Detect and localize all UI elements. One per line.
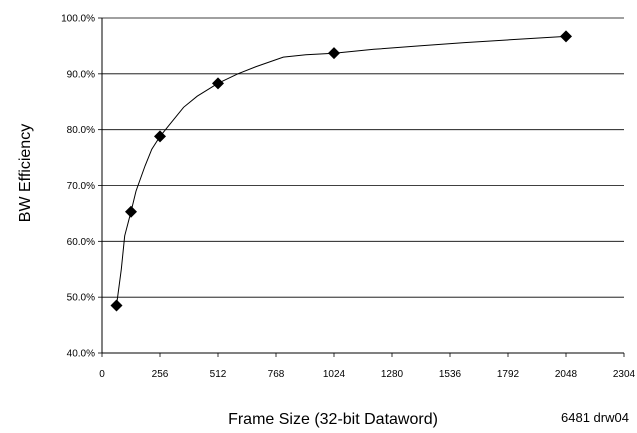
data-point bbox=[125, 205, 137, 218]
x-tick-label: 256 bbox=[152, 369, 169, 380]
x-tick-label: 0 bbox=[99, 369, 105, 380]
y-tick-label: 60.0% bbox=[67, 237, 95, 248]
x-tick-labels: 0 256 512 768 1024 1280 1536 1792 2048 2304 bbox=[99, 369, 635, 380]
x-axis-title: Frame Size (32-bit Dataword) bbox=[228, 411, 438, 428]
y-tick-label: 70.0% bbox=[67, 181, 95, 192]
y-tick-label: 100.0% bbox=[61, 14, 95, 25]
data-point bbox=[212, 77, 224, 90]
data-point bbox=[110, 299, 123, 312]
y-tick-label: 40.0% bbox=[67, 349, 95, 360]
drawing-reference-note: 6481 drw04 bbox=[561, 410, 629, 425]
x-tick-label: 2304 bbox=[613, 369, 636, 380]
axes bbox=[98, 17, 625, 357]
x-tick-label: 1792 bbox=[497, 369, 520, 380]
y-tick-labels: 40.0% 50.0% 60.0% 70.0% 80.0% 90.0% 100.0% bbox=[61, 14, 95, 360]
gridlines bbox=[102, 17, 624, 298]
y-tick-label: 50.0% bbox=[67, 293, 95, 304]
x-tick-label: 1024 bbox=[323, 369, 346, 380]
y-tick-label: 90.0% bbox=[67, 69, 95, 80]
y-axis-title: BW Efficiency bbox=[17, 124, 34, 222]
data-markers bbox=[110, 30, 572, 312]
x-tick-label: 768 bbox=[268, 369, 285, 380]
x-tick-label: 512 bbox=[210, 369, 227, 380]
data-point bbox=[154, 130, 166, 143]
efficiency-curve bbox=[116, 35, 567, 306]
data-point bbox=[328, 47, 340, 60]
x-tick-label: 1280 bbox=[381, 369, 404, 380]
x-tick-label: 2048 bbox=[555, 369, 578, 380]
data-point bbox=[560, 30, 572, 43]
x-tick-label: 1536 bbox=[439, 369, 462, 380]
y-tick-label: 80.0% bbox=[67, 125, 95, 136]
